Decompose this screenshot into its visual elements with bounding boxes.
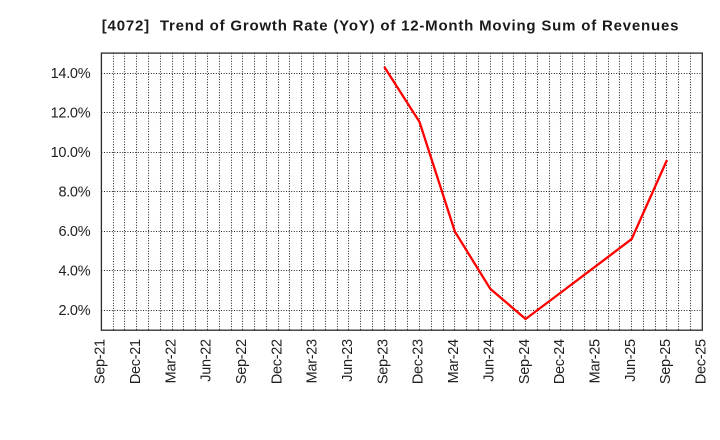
svg-text:8.0%: 8.0% [58, 185, 90, 201]
svg-text:Sep-24: Sep-24 [517, 339, 533, 384]
svg-text:Dec-24: Dec-24 [552, 339, 568, 384]
svg-text:Jun-24: Jun-24 [481, 339, 497, 382]
svg-text:10.0%: 10.0% [51, 145, 91, 161]
svg-text:Sep-25: Sep-25 [658, 339, 674, 384]
svg-text:[4072] Trend of Growth Rate (: [4072] Trend of Growth Rate (YoY) of 12-… [102, 18, 679, 35]
svg-text:14.0%: 14.0% [51, 66, 91, 82]
svg-text:Mar-25: Mar-25 [587, 339, 603, 383]
svg-text:2.0%: 2.0% [58, 303, 90, 319]
svg-text:Sep-22: Sep-22 [234, 339, 250, 384]
svg-text:Dec-25: Dec-25 [694, 339, 710, 384]
svg-text:Mar-23: Mar-23 [305, 339, 321, 383]
svg-text:Jun-23: Jun-23 [340, 339, 356, 382]
svg-text:Mar-22: Mar-22 [163, 339, 179, 383]
svg-text:Mar-24: Mar-24 [446, 339, 462, 383]
svg-text:Jun-25: Jun-25 [623, 339, 639, 382]
svg-text:Dec-23: Dec-23 [411, 339, 427, 384]
svg-text:Jun-22: Jun-22 [199, 339, 215, 382]
svg-text:Sep-21: Sep-21 [93, 339, 109, 384]
svg-text:6.0%: 6.0% [58, 224, 90, 240]
svg-text:Dec-22: Dec-22 [269, 339, 285, 384]
svg-text:4.0%: 4.0% [58, 264, 90, 280]
svg-text:Dec-21: Dec-21 [128, 339, 144, 384]
svg-text:Sep-23: Sep-23 [375, 339, 391, 384]
svg-text:12.0%: 12.0% [51, 106, 91, 122]
